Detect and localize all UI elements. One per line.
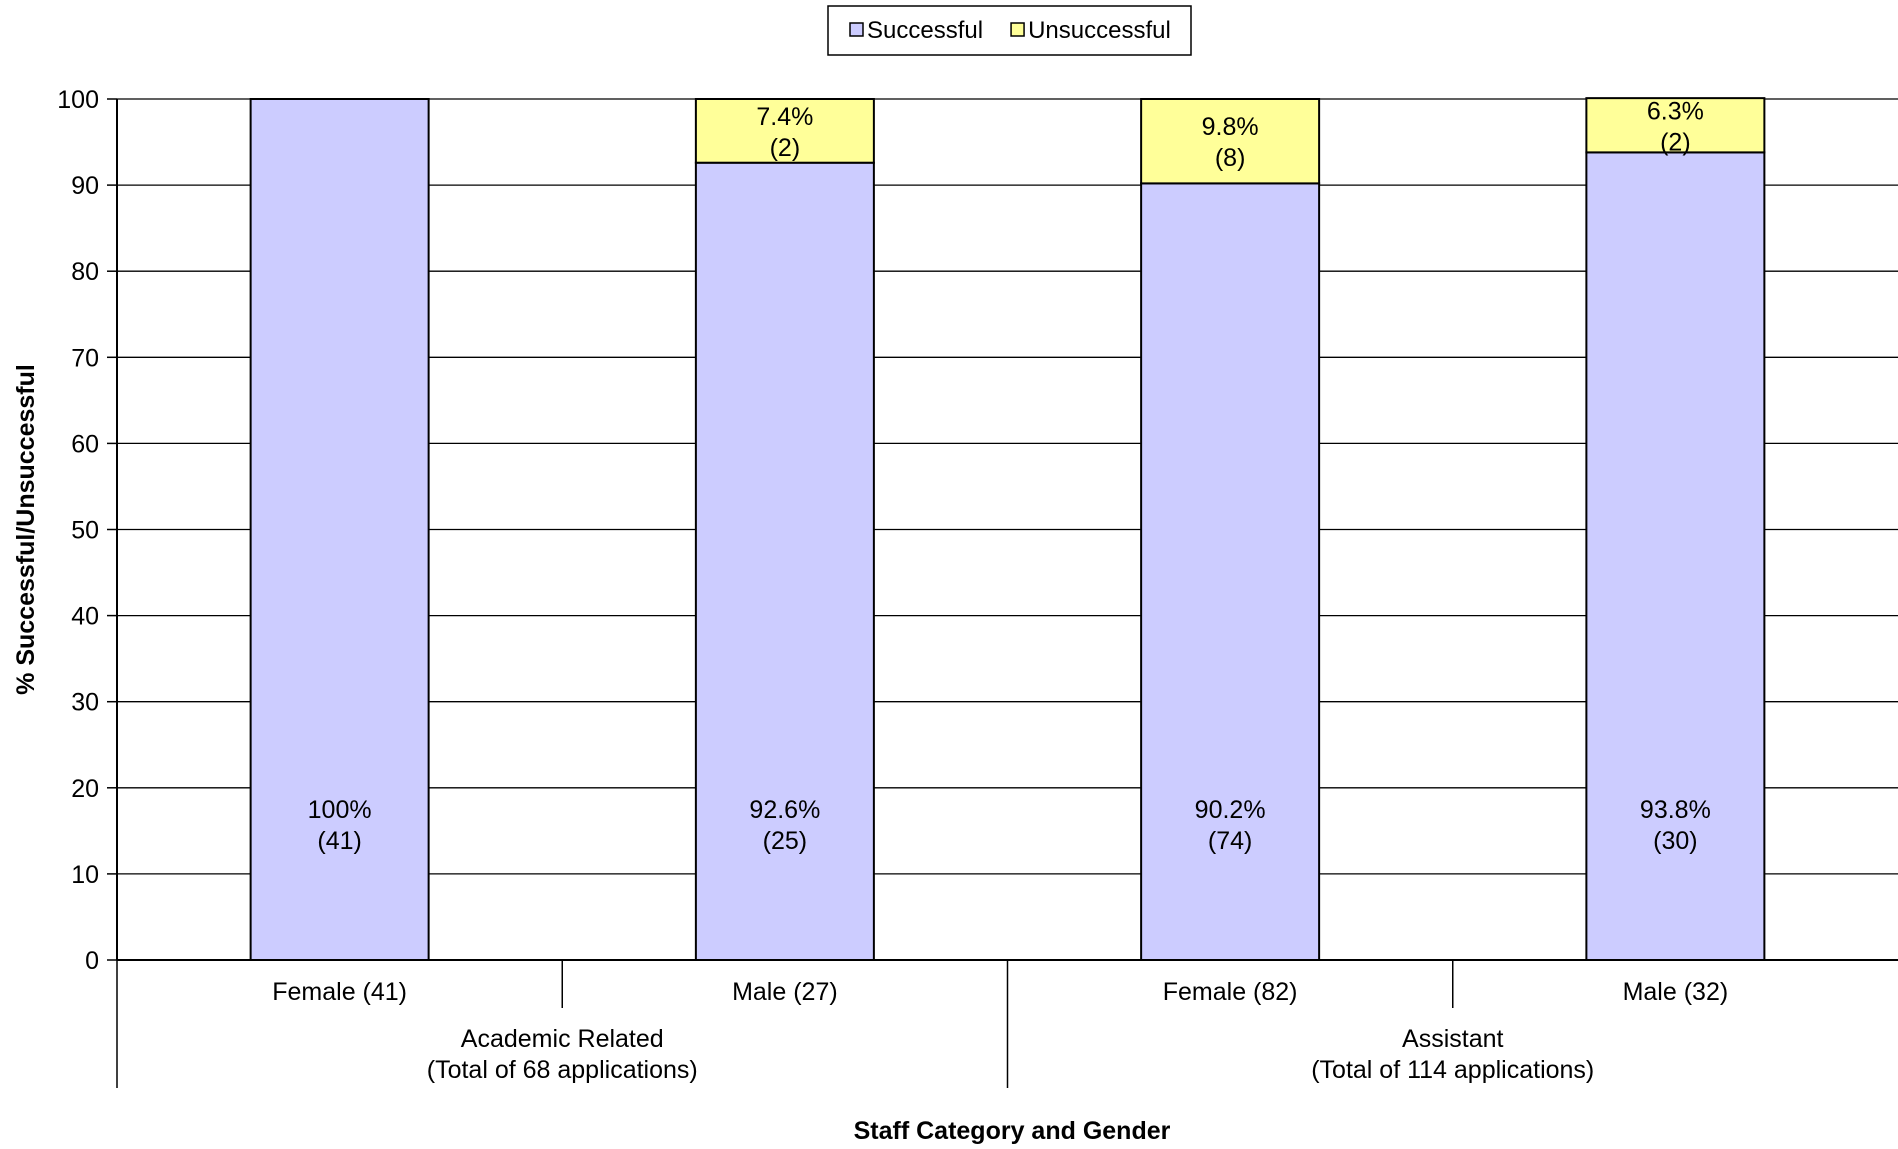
- bars: [249, 97, 1766, 962]
- y-tick-label: 40: [71, 603, 99, 631]
- category-label-1: Male (27): [732, 978, 838, 1006]
- y-tick-label: 60: [71, 430, 99, 458]
- data-label-unsuccessful-1: 7.4% (2): [756, 103, 813, 162]
- data-label-successful-0: 100% (41): [308, 796, 372, 855]
- y-tick-label: 0: [85, 947, 99, 975]
- data-label-unsuccessful-2: 9.8% (8): [1202, 113, 1259, 172]
- data-label-successful-1: 92.6% (25): [749, 796, 820, 855]
- bar-successful-1: [694, 161, 875, 962]
- bar-unsuccessful-1: [694, 98, 875, 164]
- labels: 0 10 20 30 40 50 60 70 80 90 100 100% (41) 92.6% (25) 7…: [12, 86, 1728, 1145]
- legend-label-unsuccessful: Unsuccessful: [1028, 17, 1171, 44]
- bar-successful-3: [1585, 151, 1766, 961]
- bar-successful-2: [1140, 182, 1321, 962]
- y-axis-title: % Successful/Unsuccessful: [12, 364, 40, 695]
- category-label-3: Male (32): [1623, 978, 1729, 1006]
- legend-swatch-successful: [849, 22, 864, 37]
- bar-unsuccessful-3: [1585, 97, 1766, 154]
- y-tick-label: 50: [71, 517, 99, 545]
- y-tick-label: 30: [71, 689, 99, 717]
- group-label-1: Assistant (Total of 114 applications): [1311, 1025, 1594, 1084]
- bar-unsuccessful-2: [1140, 98, 1321, 185]
- data-label-successful-2: 90.2% (74): [1195, 796, 1266, 855]
- legend-box: [827, 5, 1192, 56]
- x-axis-title: Staff Category and Gender: [854, 1117, 1171, 1145]
- y-tick-label: 80: [71, 258, 99, 286]
- data-label-unsuccessful-3: 6.3% (2): [1647, 97, 1704, 156]
- legend: Successful Unsuccessful: [827, 5, 1192, 56]
- category-label-0: Female (41): [272, 978, 407, 1006]
- y-tick-label: 90: [71, 172, 99, 200]
- category-label-2: Female (82): [1163, 978, 1298, 1006]
- group-label-0: Academic Related (Total of 68 application…: [427, 1025, 698, 1084]
- y-tick-label: 10: [71, 861, 99, 889]
- axes: [107, 98, 1898, 1088]
- y-tick-label: 20: [71, 775, 99, 803]
- legend-swatch-unsuccessful: [1010, 22, 1025, 37]
- data-label-successful-3: 93.8% (30): [1640, 796, 1711, 855]
- y-tick-label: 70: [71, 344, 99, 372]
- y-tick-label: 100: [57, 86, 99, 114]
- legend-label-successful: Successful: [867, 17, 983, 44]
- bar-successful-0: [249, 98, 430, 961]
